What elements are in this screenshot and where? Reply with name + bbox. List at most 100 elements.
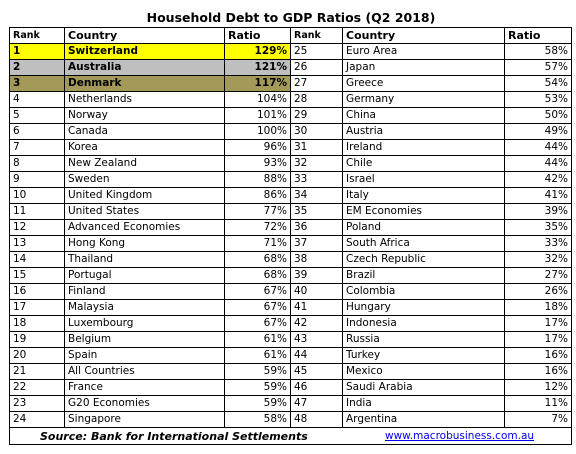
rank-cell-2: 38: [290, 251, 343, 268]
rank-cell: 13: [9, 235, 65, 252]
country-cell: New Zealand: [64, 155, 225, 172]
ratio-cell-2: 44%: [504, 155, 572, 172]
ratio-cell: 58%: [224, 411, 291, 428]
ratio-cell-2: 18%: [504, 299, 572, 316]
ratio-cell-2: 49%: [504, 123, 572, 140]
country-cell-2: Japan: [342, 59, 505, 76]
ratio-cell-2: 17%: [504, 331, 572, 348]
table-row: 4 Netherlands 104% 28 Germany 53%: [9, 91, 572, 108]
ratio-cell-2: 12%: [504, 379, 572, 396]
rank-cell: 10: [9, 187, 65, 204]
table-row: 14 Thailand 68% 38 Czech Republic 32%: [9, 251, 572, 268]
ratio-cell-2: 44%: [504, 139, 572, 156]
country-cell-2: Indonesia: [342, 315, 505, 332]
ratio-cell: 59%: [224, 363, 291, 380]
ratio-cell: 71%: [224, 235, 291, 252]
country-cell: Australia: [64, 59, 225, 76]
rank-cell-2: 26: [290, 59, 343, 76]
country-cell: Portugal: [64, 267, 225, 284]
rank-cell-2: 35: [290, 203, 343, 220]
country-cell-2: Russia: [342, 331, 505, 348]
ratio-cell: 100%: [224, 123, 291, 140]
country-cell: All Countries: [64, 363, 225, 380]
rank-cell: 9: [9, 171, 65, 188]
table-row: 18 Luxembourg 67% 42 Indonesia 17%: [9, 315, 572, 332]
country-cell-2: Germany: [342, 91, 505, 108]
rank-cell-2: 34: [290, 187, 343, 204]
rank-cell-2: 46: [290, 379, 343, 396]
ratio-cell-2: 26%: [504, 283, 572, 300]
ratio-cell: 88%: [224, 171, 291, 188]
rank-cell: 7: [9, 139, 65, 156]
website-link[interactable]: www.macrobusiness.com.au: [385, 430, 535, 442]
ratio-cell: 67%: [224, 315, 291, 332]
ratio-cell: 59%: [224, 395, 291, 412]
rank-cell: 24: [9, 411, 65, 428]
country-cell-2: Saudi Arabia: [342, 379, 505, 396]
ratio-cell: 68%: [224, 251, 291, 268]
country-cell: Spain: [64, 347, 225, 364]
country-cell-2: Italy: [342, 187, 505, 204]
rank-cell-2: 37: [290, 235, 343, 252]
ratio-cell-2: 16%: [504, 347, 572, 364]
ratio-cell-2: 11%: [504, 395, 572, 412]
rank-cell: 15: [9, 267, 65, 284]
rank-cell-2: 43: [290, 331, 343, 348]
country-cell: Hong Kong: [64, 235, 225, 252]
country-cell: Switzerland: [64, 43, 225, 60]
ratio-cell: 93%: [224, 155, 291, 172]
rank-cell: 17: [9, 299, 65, 316]
rank-cell: 21: [9, 363, 65, 380]
ratio-cell-2: 39%: [504, 203, 572, 220]
rank-cell-2: 48: [290, 411, 343, 428]
rank-cell: 8: [9, 155, 65, 172]
country-cell: G20 Economies: [64, 395, 225, 412]
rank-cell: 11: [9, 203, 65, 220]
country-cell-2: China: [342, 107, 505, 124]
table-body: 1 Switzerland 129% 25 Euro Area 58% 2 Australia…: [9, 43, 572, 428]
country-cell-2: EM Economies: [342, 203, 505, 220]
country-cell-2: Chile: [342, 155, 505, 172]
country-cell-2: Hungary: [342, 299, 505, 316]
rank-cell-2: 28: [290, 91, 343, 108]
table-row: 13 Hong Kong 71% 37 South Africa 33%: [9, 235, 572, 252]
ratio-cell-2: 53%: [504, 91, 572, 108]
ratio-cell-2: 32%: [504, 251, 572, 268]
rank-cell: 6: [9, 123, 65, 140]
country-cell-2: Euro Area: [342, 43, 505, 60]
header-rank-2: Rank: [290, 27, 343, 44]
country-cell: France: [64, 379, 225, 396]
ratio-cell-2: 16%: [504, 363, 572, 380]
rank-cell-2: 47: [290, 395, 343, 412]
ratio-cell: 61%: [224, 331, 291, 348]
table-row: 10 United Kingdom 86% 34 Italy 41%: [9, 187, 572, 204]
country-cell: Norway: [64, 107, 225, 124]
rank-cell: 19: [9, 331, 65, 348]
ratio-cell-2: 27%: [504, 267, 572, 284]
table-row: 15 Portugal 68% 39 Brazil 27%: [9, 267, 572, 284]
rank-cell-2: 36: [290, 219, 343, 236]
table-row: 9 Sweden 88% 33 Israel 42%: [9, 171, 572, 188]
country-cell-2: Mexico: [342, 363, 505, 380]
ratio-cell: 72%: [224, 219, 291, 236]
header-country-2: Country: [342, 27, 505, 44]
source-note: Source: Bank for International Settlemen…: [40, 430, 308, 443]
rank-cell: 23: [9, 395, 65, 412]
ratio-cell-2: 57%: [504, 59, 572, 76]
rank-cell: 4: [9, 91, 65, 108]
country-cell: United States: [64, 203, 225, 220]
header-country: Country: [64, 27, 225, 44]
table-row: 12 Advanced Economies 72% 36 Poland 35%: [9, 219, 572, 236]
table-row: 3 Denmark 117% 27 Greece 54%: [9, 75, 572, 92]
table-row: 11 United States 77% 35 EM Economies 39%: [9, 203, 572, 220]
rank-cell: 22: [9, 379, 65, 396]
ratio-cell: 96%: [224, 139, 291, 156]
country-cell: Finland: [64, 283, 225, 300]
ratio-cell-2: 42%: [504, 171, 572, 188]
rank-cell: 14: [9, 251, 65, 268]
rank-cell-2: 44: [290, 347, 343, 364]
table-row: 1 Switzerland 129% 25 Euro Area 58%: [9, 43, 572, 60]
ratio-cell-2: 54%: [504, 75, 572, 92]
country-cell: Thailand: [64, 251, 225, 268]
